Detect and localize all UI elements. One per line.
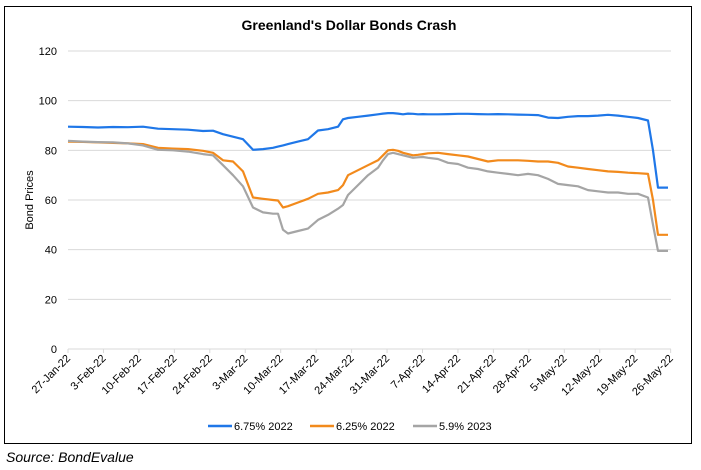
y-tick-label: 80 (45, 145, 57, 157)
series-line-3 (67, 139, 668, 252)
series-line-2 (67, 140, 668, 236)
y-tick-label: 120 (39, 46, 57, 58)
gridlines (68, 50, 671, 350)
legend: 6.75% 2022 6.25% 2022 5.9% 2023 (208, 421, 492, 433)
x-axis: 27-Jan-223-Feb-2210-Feb-2217-Feb-2224-Fe… (30, 349, 676, 398)
series-line-1 (67, 111, 668, 189)
y-tick-label: 0 (51, 344, 57, 356)
legend-label: 6.75% 2022 (234, 421, 293, 433)
y-tick-label: 40 (45, 245, 57, 257)
y-tick-label: 100 (39, 96, 57, 108)
y-axis: 0 20 40 60 80 100 120 (39, 46, 57, 356)
y-tick-label: 60 (45, 195, 57, 207)
y-axis-label: Bond Prices (24, 170, 36, 230)
legend-label: 6.25% 2022 (336, 421, 395, 433)
y-tick-label: 20 (45, 294, 57, 306)
source-note: Source: BondEvalue (6, 449, 134, 465)
legend-label: 5.9% 2023 (439, 421, 492, 433)
series-lines (67, 111, 668, 252)
x-tick-label: 28-Apr-22 (491, 353, 534, 396)
x-tick-label: 27-Jan-22 (30, 353, 74, 397)
chart-frame (4, 6, 692, 444)
chart-title: Greenland's Dollar Bonds Crash (242, 17, 457, 33)
